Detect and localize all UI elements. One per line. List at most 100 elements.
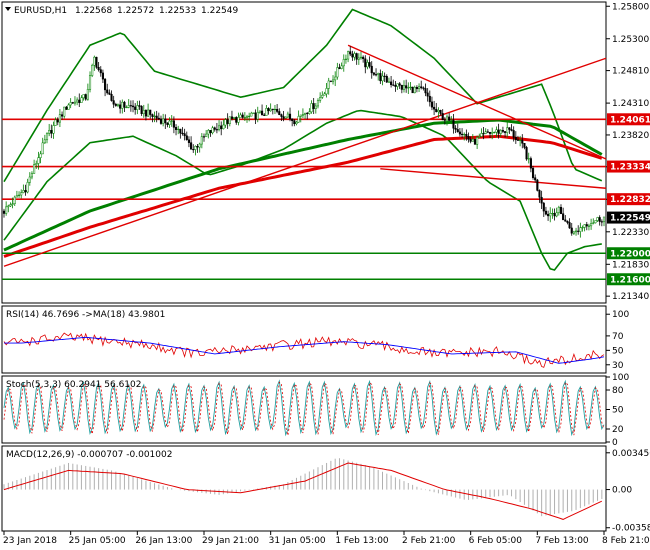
- candle-body: [374, 74, 378, 76]
- candle-body: [458, 131, 461, 135]
- candle-body: [276, 108, 279, 112]
- candle-body: [172, 120, 175, 128]
- stoch-signal-line: [3, 381, 605, 436]
- candle-body: [278, 111, 281, 115]
- candle-body: [484, 131, 487, 134]
- candle-body: [577, 230, 580, 232]
- stoch-main-line: [3, 379, 605, 437]
- candle-body: [153, 115, 156, 117]
- indicator-tick-label: 50: [612, 406, 624, 416]
- candle-body: [131, 105, 135, 108]
- candle-body: [314, 105, 317, 110]
- candle-body: [598, 217, 601, 222]
- candle-body: [594, 220, 597, 224]
- candle-body: [168, 120, 171, 125]
- indicator-tick-label: 100: [612, 310, 629, 320]
- candle-body: [547, 213, 550, 217]
- chart-header: EURUSD,H1 1.22568 1.22572 1.22533 1.2254…: [5, 6, 238, 16]
- time-tick-label: 31 Jan 05:00: [269, 536, 326, 546]
- candle-body: [301, 114, 304, 116]
- candle-body: [110, 94, 113, 101]
- candle-body: [519, 139, 522, 141]
- candle-body: [338, 67, 341, 69]
- candle-body: [91, 64, 94, 76]
- candle-body: [297, 116, 300, 123]
- candle-body: [170, 120, 173, 122]
- candle-body: [355, 53, 358, 60]
- candle-body: [144, 110, 147, 117]
- candle-body: [78, 99, 81, 103]
- candle-body: [551, 213, 554, 215]
- candle-body: [295, 121, 298, 125]
- candle-body: [252, 112, 255, 114]
- candle-body: [127, 105, 130, 108]
- candle-body: [123, 101, 126, 108]
- candle-body: [325, 88, 328, 95]
- candle-body: [583, 224, 586, 228]
- candle-body: [99, 69, 102, 74]
- candle-body: [476, 137, 479, 145]
- trendline-1: [380, 168, 607, 189]
- candle-body: [368, 62, 371, 67]
- candle-body: [334, 76, 337, 81]
- candle-body: [254, 112, 257, 120]
- candle-body: [18, 194, 21, 196]
- time-tick-label: 2 Feb 21:00: [402, 536, 456, 546]
- ma-green-line: [3, 118, 603, 252]
- candle-body: [344, 58, 347, 60]
- candle-body: [76, 99, 79, 103]
- candle-body: [119, 104, 122, 109]
- candle-body: [463, 134, 466, 136]
- candle-body: [61, 114, 64, 117]
- candle-body: [202, 136, 206, 138]
- candle-body: [587, 225, 590, 227]
- collapse-arrow-icon[interactable]: [5, 7, 11, 11]
- candle-body: [69, 102, 72, 106]
- candle-body: [435, 108, 438, 113]
- candle-body: [456, 129, 459, 133]
- candle-body: [357, 57, 360, 60]
- candle-body: [400, 85, 403, 90]
- candle-body: [349, 51, 352, 55]
- candle-body: [73, 101, 77, 104]
- level-label-box: [607, 113, 650, 126]
- candle-body: [409, 86, 412, 88]
- indicator-tick-label: 0.00: [612, 486, 632, 496]
- candle-body: [512, 130, 515, 138]
- candle-body: [198, 143, 201, 148]
- candle-body: [495, 129, 498, 133]
- candle-body: [39, 153, 42, 158]
- candle-body: [151, 114, 154, 117]
- candle-body: [467, 136, 470, 140]
- time-tick-label: 7 Feb 13:00: [535, 536, 589, 546]
- candle-body: [491, 132, 494, 134]
- candle-body: [140, 106, 143, 114]
- candlesticks: [2, 46, 606, 238]
- candle-body: [142, 110, 145, 114]
- candle-body: [323, 93, 326, 96]
- candle-body: [499, 130, 502, 134]
- candle-body: [299, 114, 302, 117]
- candle-body: [445, 116, 449, 121]
- candle-body: [308, 111, 311, 114]
- candle-body: [54, 119, 57, 126]
- indicator-tick-label: 50: [612, 346, 624, 356]
- candle-body: [136, 105, 139, 110]
- candle-body: [471, 139, 474, 142]
- candle-body: [316, 100, 320, 107]
- candle-body: [20, 192, 23, 196]
- trendline-2: [3, 57, 607, 267]
- candle-body: [564, 219, 567, 222]
- candle-body: [441, 113, 444, 121]
- candle-body: [553, 213, 556, 217]
- candle-body: [239, 114, 242, 118]
- candle-body: [319, 97, 322, 101]
- candle-body: [241, 114, 244, 118]
- candle-body: [284, 116, 287, 119]
- candle-body: [523, 143, 526, 148]
- candle-body: [381, 75, 384, 82]
- candle-body: [86, 89, 89, 100]
- candle-body: [280, 114, 283, 117]
- candle-body: [45, 133, 49, 141]
- candle-body: [329, 80, 332, 82]
